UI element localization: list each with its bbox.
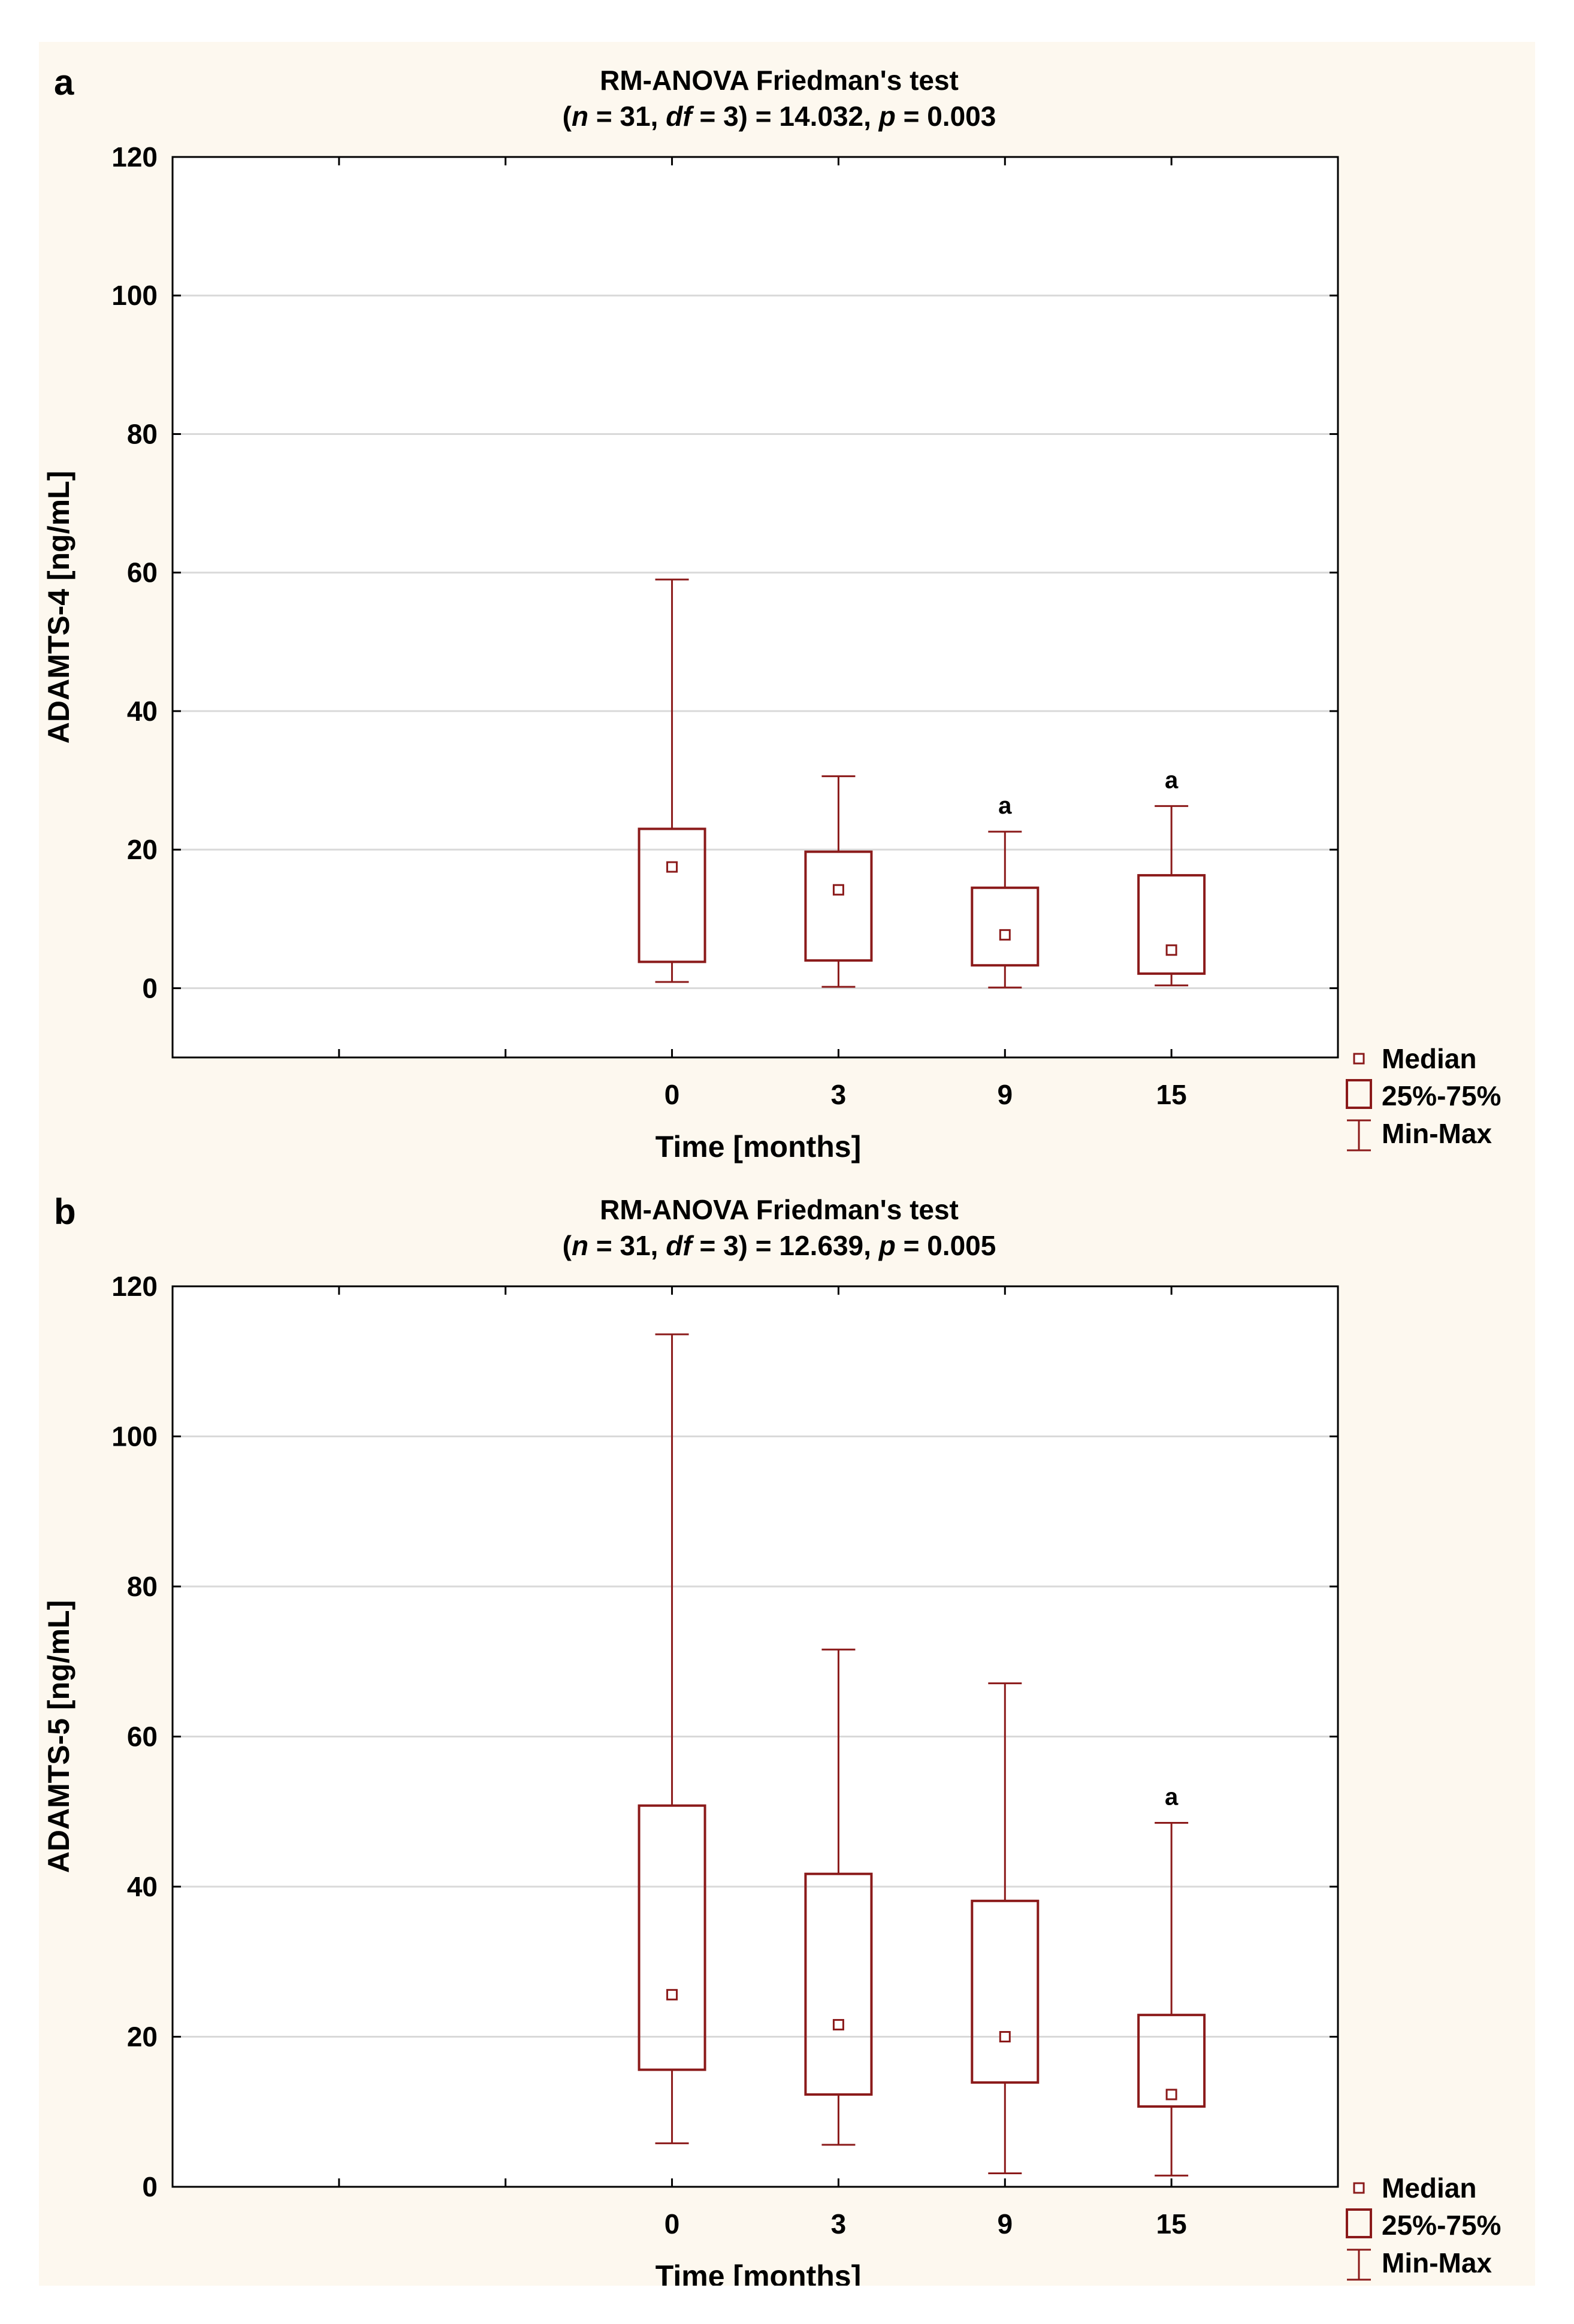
- subtitle-p-label: p: [878, 101, 896, 132]
- median-marker: [666, 861, 678, 873]
- legend: Median 25%-75% Min-Max: [1346, 2172, 1501, 2281]
- subtitle-open: (: [563, 101, 572, 132]
- median-marker: [999, 929, 1011, 941]
- subtitle-open: (: [563, 1230, 572, 1261]
- chart-title: RM-ANOVA Friedman's test: [600, 65, 959, 96]
- subtitle-n-label: n: [572, 1230, 588, 1261]
- panel-label: a: [54, 62, 74, 102]
- subtitle-df-label: df: [666, 101, 694, 132]
- subtitle-statistic: = 3) = 14.032,: [692, 101, 879, 132]
- x-tick-label: 3: [831, 1079, 847, 1110]
- box-group-0: [638, 578, 706, 983]
- median-marker: [1165, 2089, 1177, 2101]
- legend-median-swatch: [1353, 2182, 1365, 2194]
- x-axis-label: Time [months]: [655, 1130, 862, 1163]
- plot-frame: [171, 1285, 1339, 2188]
- chart-subtitle: (n = 31, df = 3) = 14.032, p = 0.003: [563, 101, 996, 132]
- median-marker: [666, 1988, 678, 2000]
- iqr-box: [638, 827, 706, 963]
- legend-minmax-label: Min-Max: [1382, 2247, 1492, 2278]
- legend-iqr-label: 25%-75%: [1382, 1080, 1501, 1111]
- y-tick-label: 100: [111, 1421, 158, 1452]
- iqr-box: [971, 886, 1040, 967]
- subtitle-n-value: = 31,: [588, 101, 666, 132]
- legend-iqr-swatch: [1346, 1079, 1372, 1109]
- y-tick-label: 20: [127, 2021, 158, 2053]
- median-marker: [1165, 944, 1177, 956]
- chart-subtitle: (n = 31, df = 3) = 12.639, p = 0.005: [563, 1230, 996, 1261]
- x-tick-label: 15: [1156, 2208, 1187, 2240]
- median-marker: [832, 2018, 844, 2030]
- median-marker: [832, 884, 844, 896]
- legend-minmax-label: Min-Max: [1382, 1118, 1492, 1149]
- plot-frame: [171, 156, 1339, 1059]
- iqr-box: [804, 1872, 873, 2096]
- subtitle-p-value: = 0.003: [896, 101, 996, 132]
- y-tick-label: 0: [142, 972, 158, 1004]
- legend-median-label: Median: [1382, 2172, 1476, 2204]
- box-group-15: [1137, 805, 1206, 987]
- panel-label: b: [54, 1192, 76, 1232]
- iqr-box: [638, 1804, 706, 2071]
- subtitle-statistic: = 3) = 12.639,: [692, 1230, 879, 1261]
- x-tick-label: 0: [664, 1079, 680, 1110]
- y-tick-label: 100: [111, 280, 158, 311]
- x-tick-label: 15: [1156, 1079, 1187, 1110]
- significance-marker: a: [1165, 1784, 1179, 1811]
- iqr-box: [804, 850, 873, 962]
- iqr-box: [1137, 874, 1206, 975]
- legend: Median 25%-75% Min-Max: [1346, 1043, 1501, 1152]
- legend-iqr-swatch: [1346, 2208, 1372, 2238]
- iqr-box: [1137, 2014, 1206, 2108]
- y-tick-label: 60: [127, 1721, 158, 1752]
- y-axis-label: ADAMTS-5 [ng/mL]: [42, 1600, 75, 1873]
- figure-svg: a RM-ANOVA Friedman's test(n = 31, df = 3…: [42, 62, 1501, 2286]
- y-tick-label: 20: [127, 834, 158, 865]
- iqr-box: [971, 1899, 1040, 2084]
- subtitle-p-label: p: [878, 1230, 896, 1261]
- box-group-3: [804, 1648, 873, 2146]
- y-tick-label: 40: [127, 1871, 158, 1902]
- legend-median-label: Median: [1382, 1043, 1476, 1074]
- panel-b: b RM-ANOVA Friedman's test (n = 31, df = 3…: [42, 1192, 1501, 2286]
- figure: a RM-ANOVA Friedman's test (n = 31, df = 3…: [39, 42, 1535, 2286]
- y-tick-label: 60: [127, 557, 158, 588]
- y-tick-label: 40: [127, 696, 158, 727]
- y-tick-label: 80: [127, 418, 158, 449]
- box-group-9: [971, 830, 1040, 989]
- significance-marker: a: [998, 793, 1012, 819]
- median-marker: [999, 2031, 1011, 2042]
- panel-a: a RM-ANOVA Friedman's test (n = 31, df = 3…: [42, 62, 1501, 1163]
- x-tick-label: 3: [831, 2208, 847, 2240]
- subtitle-n-label: n: [572, 101, 588, 132]
- y-axis-label: ADAMTS-4 [ng/mL]: [42, 471, 75, 744]
- subtitle-n-value: = 31,: [588, 1230, 666, 1261]
- x-tick-label: 0: [664, 2208, 680, 2240]
- x-tick-label: 9: [997, 1079, 1013, 1110]
- significance-marker: a: [1165, 767, 1179, 793]
- box-group-0: [638, 1333, 706, 2144]
- x-tick-label: 9: [997, 2208, 1013, 2240]
- box-group-3: [804, 775, 873, 988]
- legend-iqr-label: 25%-75%: [1382, 2210, 1501, 2241]
- box-group-15: [1137, 1822, 1206, 2177]
- chart-title: RM-ANOVA Friedman's test: [600, 1194, 959, 1225]
- legend-median-swatch: [1353, 1053, 1365, 1065]
- subtitle-df-label: df: [666, 1230, 694, 1261]
- plot-area: [173, 157, 1338, 1057]
- y-tick-label: 0: [142, 2171, 158, 2202]
- y-tick-label: 80: [127, 1571, 158, 1602]
- y-tick-label: 120: [111, 1271, 158, 1302]
- y-tick-label: 120: [111, 141, 158, 173]
- x-axis-label: Time [months]: [655, 2259, 862, 2286]
- box-group-9: [971, 1682, 1040, 2174]
- subtitle-p-value: = 0.005: [896, 1230, 996, 1261]
